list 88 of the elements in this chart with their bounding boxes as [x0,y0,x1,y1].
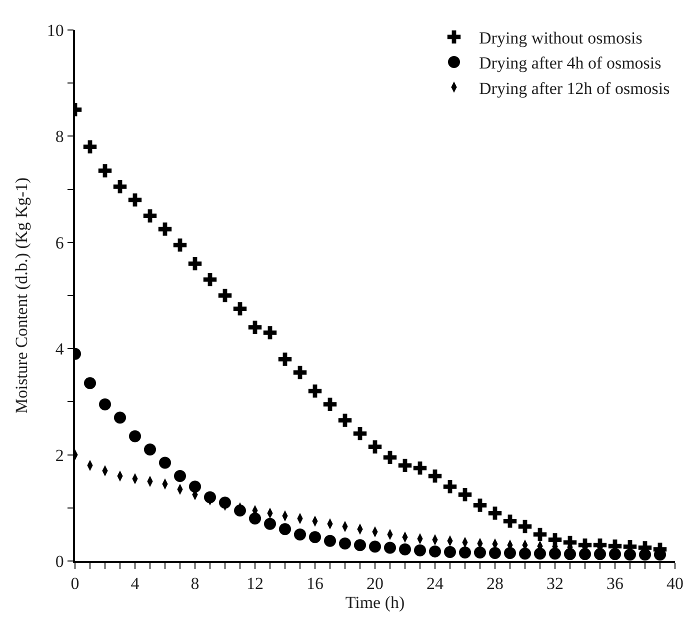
point [519,548,531,560]
point [354,539,366,552]
point [384,542,396,554]
point [533,528,547,542]
point [174,470,186,482]
point [189,480,201,493]
point [204,491,216,504]
y-tick-label: 2 [55,446,64,465]
point [473,498,487,512]
point [534,548,546,560]
legend-label: Drying after 4h of osmosis [479,54,662,73]
point [459,546,471,558]
point [84,377,96,390]
point [504,547,516,560]
point [353,426,367,440]
point [278,352,292,366]
legend-label: Drying without osmosis [479,28,642,48]
point [294,528,306,540]
point [203,272,217,286]
point [159,456,171,469]
point [518,520,532,534]
point [219,496,231,509]
point [428,469,442,483]
point [98,164,112,178]
point [188,257,202,270]
point [563,536,577,550]
point [383,450,397,464]
point [503,514,517,528]
point [99,398,111,410]
y-tick-label: 8 [55,127,64,146]
point [279,523,291,536]
x-axis-title: Time (h) [345,593,405,612]
x-tick-label: 12 [246,574,264,594]
point [444,546,456,558]
y-tick-label: 4 [55,340,64,359]
point [323,398,337,411]
point [264,518,276,530]
point [234,504,246,517]
point [83,140,97,154]
x-tick-label: 8 [190,574,200,594]
x-tick-label: 24 [426,574,444,594]
point [549,548,561,560]
point [158,222,172,236]
x-tick-label: 4 [130,574,140,594]
x-tick-label: 20 [366,574,384,594]
point [113,180,127,194]
point [489,547,501,560]
point [293,366,307,380]
x-tick-label: 28 [486,574,504,594]
x-tick-label: 40 [666,574,684,594]
point [474,546,486,558]
point [443,480,457,494]
point [249,512,261,525]
point [128,193,142,207]
point [429,545,441,558]
point [414,544,426,556]
x-tick-label: 0 [70,574,80,594]
point [548,533,562,546]
x-tick-label: 32 [546,574,564,594]
y-tick-label: 6 [55,233,64,252]
point [458,488,472,502]
point [413,461,427,475]
point [368,440,382,454]
y-tick-label: 10 [46,20,64,40]
point [488,506,502,520]
point [233,302,247,316]
x-tick-label: 36 [606,574,624,594]
y-tick-label: 0 [55,552,64,571]
point [399,543,411,556]
point [324,534,336,547]
point [173,238,187,252]
point [143,209,157,222]
point [398,458,412,472]
point [309,531,321,544]
point [129,430,141,442]
point [369,540,381,553]
point [144,443,156,456]
point [308,384,322,398]
point [338,414,352,427]
point [114,412,126,424]
point [248,320,262,334]
point [564,548,576,560]
point [263,326,277,340]
point [339,537,351,550]
x-tick-label: 16 [306,574,324,594]
y-axis-title: Moisture Content (d.b.) (Kg Kg-1) [12,177,31,414]
point [218,288,232,302]
legend-label: Drying after 12h of osmosis [479,78,670,98]
